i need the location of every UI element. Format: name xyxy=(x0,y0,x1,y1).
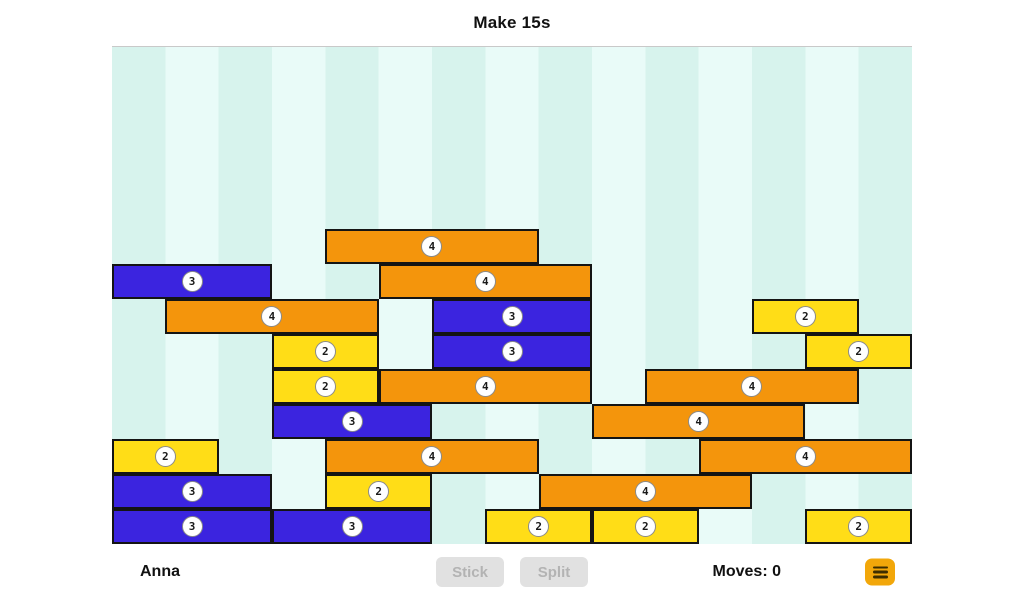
page-title: Make 15s xyxy=(473,13,551,32)
number-block[interactable]: 2 xyxy=(485,509,592,544)
number-block[interactable]: 4 xyxy=(645,369,859,404)
number-block[interactable]: 3 xyxy=(272,509,432,544)
number-block[interactable]: 3 xyxy=(112,509,272,544)
block-value: 3 xyxy=(181,271,203,292)
number-block[interactable]: 4 xyxy=(378,264,592,299)
block-value: 4 xyxy=(634,481,656,502)
number-block[interactable]: 3 xyxy=(112,474,272,509)
number-block[interactable]: 2 xyxy=(272,369,379,404)
number-block[interactable]: 2 xyxy=(752,299,859,334)
block-value: 4 xyxy=(741,376,763,397)
number-block[interactable]: 4 xyxy=(378,369,592,404)
block-value: 4 xyxy=(474,271,496,292)
number-block[interactable]: 2 xyxy=(272,334,379,369)
block-value: 2 xyxy=(848,516,870,537)
number-block[interactable]: 4 xyxy=(325,229,539,264)
block-value: 2 xyxy=(314,341,336,362)
number-block[interactable]: 3 xyxy=(432,334,592,369)
footer-bar: Anna Stick Split Moves: 0 xyxy=(112,544,912,600)
action-buttons: Stick Split xyxy=(436,557,588,587)
header-bar: Make 15s xyxy=(112,0,912,47)
number-block[interactable]: 4 xyxy=(592,404,806,439)
split-button[interactable]: Split xyxy=(520,557,588,587)
number-block[interactable]: 4 xyxy=(325,439,539,474)
block-value: 4 xyxy=(474,376,496,397)
block-value: 3 xyxy=(341,411,363,432)
number-block[interactable]: 2 xyxy=(325,474,432,509)
number-block[interactable]: 3 xyxy=(272,404,432,439)
block-value: 3 xyxy=(501,306,523,327)
block-value: 4 xyxy=(421,446,443,467)
number-block[interactable]: 2 xyxy=(805,334,912,369)
block-value: 2 xyxy=(154,446,176,467)
block-value: 3 xyxy=(181,516,203,537)
block-value: 3 xyxy=(181,481,203,502)
block-value: 2 xyxy=(368,481,390,502)
number-block[interactable]: 2 xyxy=(112,439,219,474)
moves-counter: Moves: 0 xyxy=(712,563,781,580)
number-block[interactable]: 4 xyxy=(698,439,912,474)
block-value: 4 xyxy=(794,446,816,467)
number-block[interactable]: 2 xyxy=(805,509,912,544)
block-value: 4 xyxy=(261,306,283,327)
stick-button[interactable]: Stick xyxy=(436,557,504,587)
number-block[interactable]: 3 xyxy=(112,264,272,299)
number-block[interactable]: 4 xyxy=(165,299,379,334)
block-value: 2 xyxy=(848,341,870,362)
block-value: 2 xyxy=(528,516,550,537)
player-name: Anna xyxy=(140,563,180,580)
block-value: 3 xyxy=(341,516,363,537)
block-value: 2 xyxy=(314,376,336,397)
block-value: 4 xyxy=(421,236,443,257)
block-value: 2 xyxy=(634,516,656,537)
hamburger-menu-icon xyxy=(872,566,888,578)
block-value: 4 xyxy=(688,411,710,432)
number-block[interactable]: 2 xyxy=(592,509,699,544)
menu-button[interactable] xyxy=(865,558,895,586)
block-value: 2 xyxy=(794,306,816,327)
block-value: 3 xyxy=(501,341,523,362)
number-block[interactable]: 4 xyxy=(538,474,752,509)
number-block[interactable]: 3 xyxy=(432,299,592,334)
